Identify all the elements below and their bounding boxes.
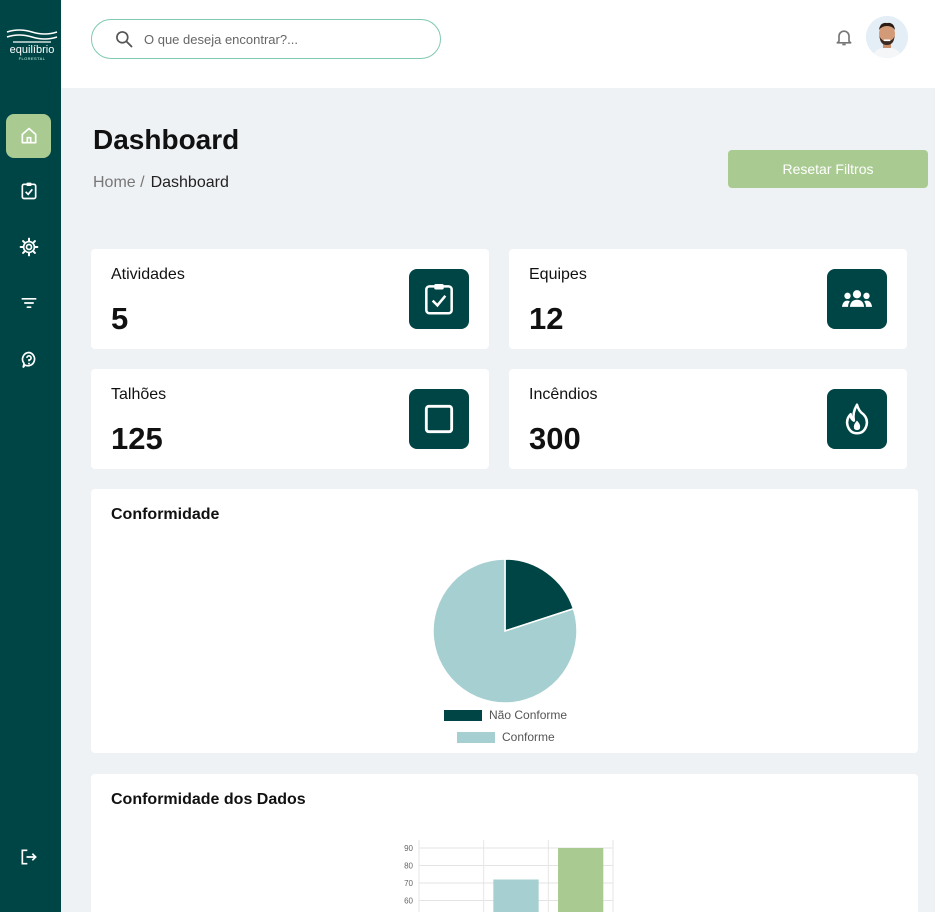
stat-value: 5 <box>111 301 129 336</box>
legend-item-nao-conforme[interactable]: Não Conforme <box>444 708 567 722</box>
logo-text: equilíbrio <box>9 44 55 56</box>
search-input[interactable] <box>144 31 414 47</box>
y-tick-label: 80 <box>404 862 413 871</box>
stat-label: Incêndios <box>529 386 598 403</box>
stat-label: Atividades <box>111 266 185 283</box>
clipboard-check-icon <box>425 283 453 315</box>
stat-value: 12 <box>529 301 564 336</box>
stat-label: Equipes <box>529 266 587 283</box>
logout-icon <box>21 849 37 865</box>
fire-icon <box>845 403 869 435</box>
legend-label: Conforme <box>502 730 555 744</box>
avatar[interactable] <box>866 16 908 58</box>
conformidade-dados-panel: Conformidade dos Dados 90 80 70 60 <box>91 774 918 912</box>
filter-icon <box>21 298 37 308</box>
legend-item-conforme[interactable]: Conforme <box>457 730 555 744</box>
stat-card-equipes[interactable]: Equipes 12 <box>509 249 907 349</box>
stat-label: Talhões <box>111 386 167 403</box>
logout-button[interactable] <box>6 835 51 879</box>
nav-item-home[interactable] <box>6 114 51 158</box>
page-title: Dashboard <box>93 124 240 155</box>
square-icon <box>424 404 454 434</box>
stat-icon-box <box>827 269 887 329</box>
breadcrumb-current: Dashboard <box>150 174 229 191</box>
breadcrumb: Home / Dashboard <box>93 174 229 192</box>
stat-card-talhoes[interactable]: Talhões 125 <box>91 369 489 469</box>
logo-subtext: FLORESTAL <box>18 56 46 61</box>
nav-item-filters[interactable] <box>6 281 51 325</box>
reset-filters-button[interactable]: Resetar Filtros <box>728 150 928 188</box>
conformidade-panel: Conformidade Não Conforme Conforme <box>91 489 918 753</box>
sidebar: equilíbrio FLORESTAL <box>0 0 61 912</box>
pie-slice-1[interactable] <box>432 558 578 704</box>
panel-title: Conformidade <box>111 506 220 523</box>
y-tick-label: 60 <box>404 897 413 906</box>
gear-icon <box>19 237 38 257</box>
pie-slice-0[interactable] <box>504 558 575 633</box>
search-icon <box>116 31 133 48</box>
breadcrumb-home[interactable]: Home / <box>93 174 145 191</box>
nav-item-settings[interactable] <box>6 225 51 269</box>
y-tick-label: 90 <box>404 844 413 853</box>
stat-card-atividades[interactable]: Atividades 5 <box>91 249 489 349</box>
bar-chart: 90 80 70 60 <box>404 840 614 912</box>
search-box[interactable] <box>91 19 441 59</box>
logo: equilíbrio FLORESTAL <box>5 28 59 68</box>
bar-2[interactable] <box>558 848 604 912</box>
legend-swatch <box>457 731 495 743</box>
top-bar <box>61 0 935 88</box>
nav-item-help[interactable] <box>6 338 51 382</box>
clipboard-check-icon <box>21 182 36 200</box>
bar-1[interactable] <box>493 879 539 912</box>
legend-label: Não Conforme <box>489 708 568 722</box>
team-icon <box>841 290 873 307</box>
stat-icon-box <box>409 389 469 449</box>
stat-icon-box <box>409 269 469 329</box>
pie-chart <box>432 558 578 704</box>
legend-swatch <box>444 709 482 721</box>
bell-icon[interactable] <box>834 26 854 48</box>
panel-title: Conformidade dos Dados <box>111 791 306 808</box>
stat-card-incendios[interactable]: Incêndios 300 <box>509 369 907 469</box>
avatar-image <box>866 16 908 58</box>
help-icon <box>21 351 35 368</box>
home-icon <box>21 127 37 144</box>
stat-value: 125 <box>111 421 163 456</box>
stat-value: 300 <box>529 421 581 456</box>
stat-icon-box <box>827 389 887 449</box>
nav-item-activities[interactable] <box>6 169 51 213</box>
logo-waves-icon <box>6 29 58 43</box>
y-tick-label: 70 <box>404 879 413 888</box>
